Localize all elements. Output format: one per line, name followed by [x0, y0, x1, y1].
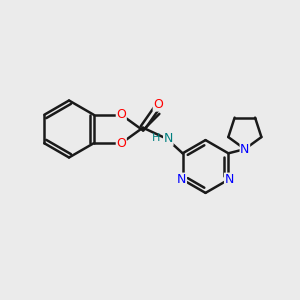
Text: O: O [116, 108, 126, 121]
Text: N: N [177, 173, 186, 186]
Text: H: H [152, 133, 160, 142]
Text: N: N [240, 142, 250, 156]
Text: O: O [116, 137, 126, 150]
Text: N: N [225, 173, 234, 186]
Text: N: N [164, 132, 173, 145]
Text: O: O [153, 98, 163, 111]
